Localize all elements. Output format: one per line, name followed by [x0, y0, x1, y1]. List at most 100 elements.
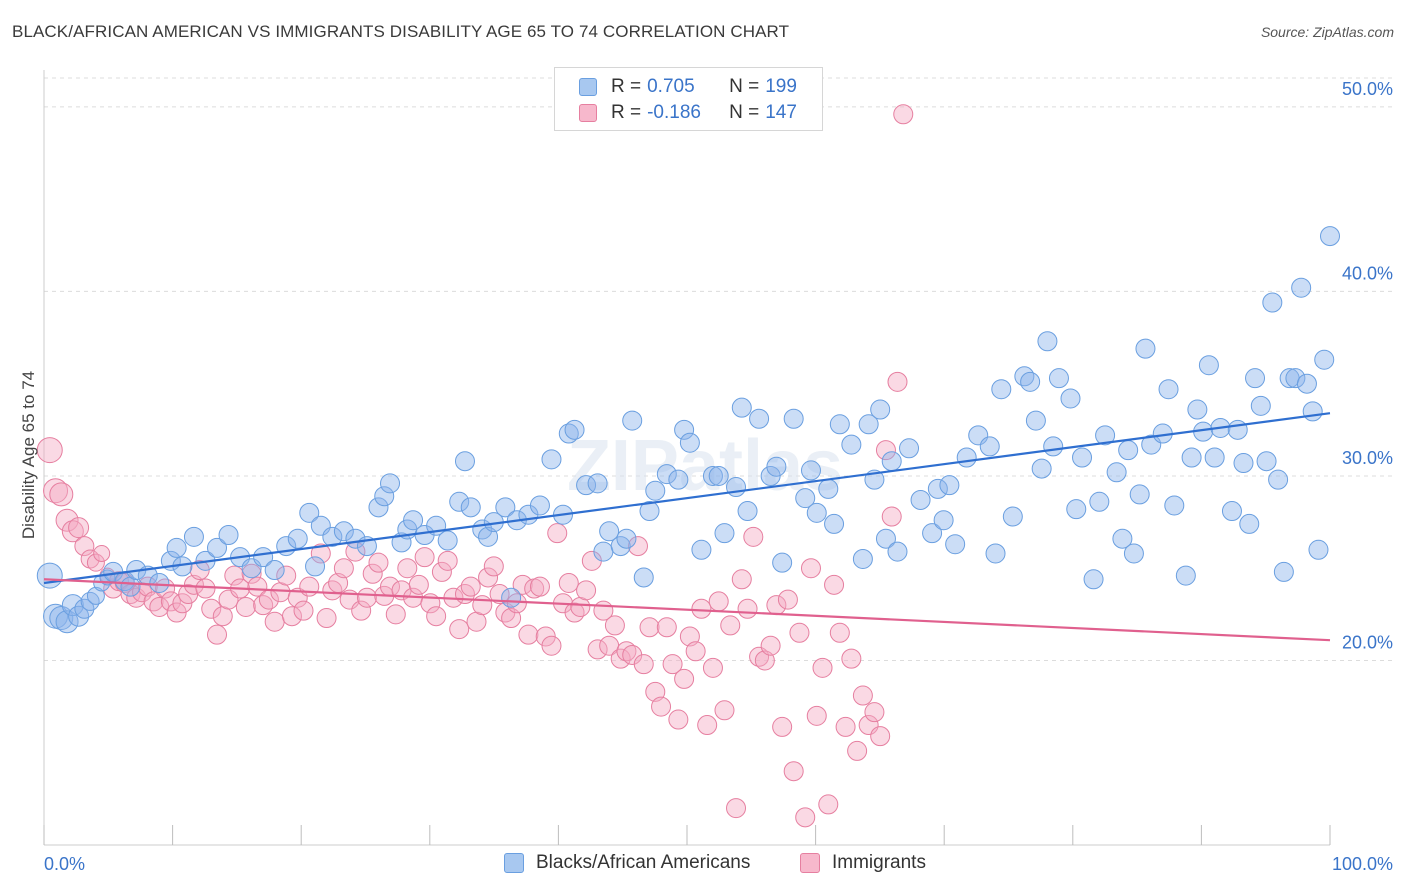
legend-n-label: N = [729, 76, 760, 97]
immigrants-point [276, 565, 297, 586]
blacks-point [1112, 528, 1133, 549]
blacks-point [939, 475, 960, 496]
legend-r-label: R = [611, 102, 642, 123]
immigrants-point [587, 639, 608, 660]
blacks-point [616, 528, 637, 549]
blacks-point [299, 502, 320, 523]
blacks-point [61, 594, 84, 617]
blacks-point [1233, 453, 1254, 474]
immigrants-point [143, 591, 164, 612]
immigrants-point [656, 617, 677, 638]
immigrants-point [36, 437, 63, 464]
blacks-point [166, 537, 187, 558]
immigrants-point [460, 576, 481, 597]
y-tick-labels: 20.0% 30.0% 40.0% 50.0% [1342, 79, 1393, 653]
immigrants-point [772, 716, 793, 737]
blacks-point [1158, 379, 1179, 400]
blacks-point [1123, 543, 1144, 564]
source-label: Source: ZipAtlas.com [1260, 24, 1394, 40]
immigrants-point [547, 523, 568, 544]
immigrants-point [351, 600, 372, 621]
blacks-point [1025, 410, 1046, 431]
blacks-point [1031, 458, 1052, 479]
blacks-point [927, 478, 948, 499]
immigrants-point [49, 482, 74, 507]
blacks-point [645, 480, 666, 501]
immigrants-point [356, 587, 377, 608]
immigrants-point [731, 569, 752, 590]
immigrants-point [679, 626, 700, 647]
axes [43, 70, 1331, 846]
legend-label-blacks: Blacks/African Americans [536, 852, 751, 873]
blacks-point [391, 532, 412, 553]
correlation-legend: R = 0.705 N = 199 R = -0.186 N = 147 [554, 67, 823, 131]
chart-title: BLACK/AFRICAN AMERICAN VS IMMIGRANTS DIS… [12, 22, 790, 41]
blacks-point [945, 534, 966, 555]
immigrants-point [362, 563, 383, 584]
blacks-point [403, 510, 424, 531]
legend-item-immigrants[interactable]: Immigrants [800, 852, 926, 874]
immigrants-point [800, 558, 821, 579]
immigrants-point [864, 702, 885, 723]
blacks-point [449, 491, 470, 512]
immigrants-point [518, 624, 539, 645]
blacks-point [1089, 491, 1110, 512]
blacks-point [829, 414, 850, 435]
blacks-point [501, 587, 522, 608]
immigrants-point [431, 561, 452, 582]
immigrants-point [281, 606, 302, 627]
immigrants-point [616, 641, 637, 662]
blacks-point [1227, 419, 1248, 440]
blacks-point [1072, 447, 1093, 468]
y-axis-label: Disability Age 65 to 74 [19, 371, 38, 539]
immigrants-point [743, 526, 764, 547]
blacks-point [1129, 484, 1150, 505]
immigrants-point [633, 654, 654, 675]
y-tick-label: 50.0% [1342, 79, 1393, 99]
blacks-point [1320, 226, 1340, 247]
blacks-point [691, 539, 712, 560]
immigrants-point [385, 604, 406, 625]
blacks-point [374, 486, 395, 507]
immigrants-point [835, 716, 856, 737]
blacks-point [1002, 506, 1023, 527]
immigrants-point [737, 598, 758, 619]
blacks-point [1066, 499, 1087, 520]
immigrants-point [893, 104, 914, 125]
immigrants-point [408, 574, 429, 595]
blacks-point [956, 447, 977, 468]
blacks-point [207, 537, 228, 558]
immigrants-point [685, 641, 706, 662]
blacks-point [806, 502, 827, 523]
immigrants-point [86, 553, 105, 572]
legend-row-blacks: R = 0.705 N = 199 [579, 74, 797, 100]
immigrants-point [645, 681, 666, 702]
legend-swatch-blue [579, 78, 597, 96]
immigrants-point [512, 574, 533, 595]
blacks-point [322, 526, 343, 547]
blacks-point [305, 556, 326, 577]
immigrants-point [235, 596, 256, 617]
immigrants-point [483, 556, 504, 577]
blacks-point [368, 497, 389, 518]
blacks-point [674, 419, 695, 440]
legend-item-blacks[interactable]: Blacks/African Americans [504, 852, 750, 874]
blacks-point [593, 541, 614, 562]
blacks-point [922, 523, 943, 544]
blacks-point [679, 432, 700, 453]
blacks-point [985, 543, 1006, 564]
immigrants-point [414, 547, 435, 568]
blacks-point [887, 541, 908, 562]
legend-n-value: 147 [765, 102, 797, 123]
immigrants-point [702, 657, 723, 678]
legend-r-value: 0.705 [647, 76, 695, 97]
immigrants-point [604, 615, 625, 636]
immigrants-point [760, 635, 781, 656]
blacks-point [1302, 401, 1323, 422]
x-tick-labels: 0.0% 100.0% [44, 854, 1393, 874]
immigrants-point [247, 576, 268, 597]
immigrants-point [137, 576, 158, 597]
immigrants-point [720, 615, 741, 636]
blacks-point [933, 510, 954, 531]
blacks-trend-line [43, 412, 1331, 585]
